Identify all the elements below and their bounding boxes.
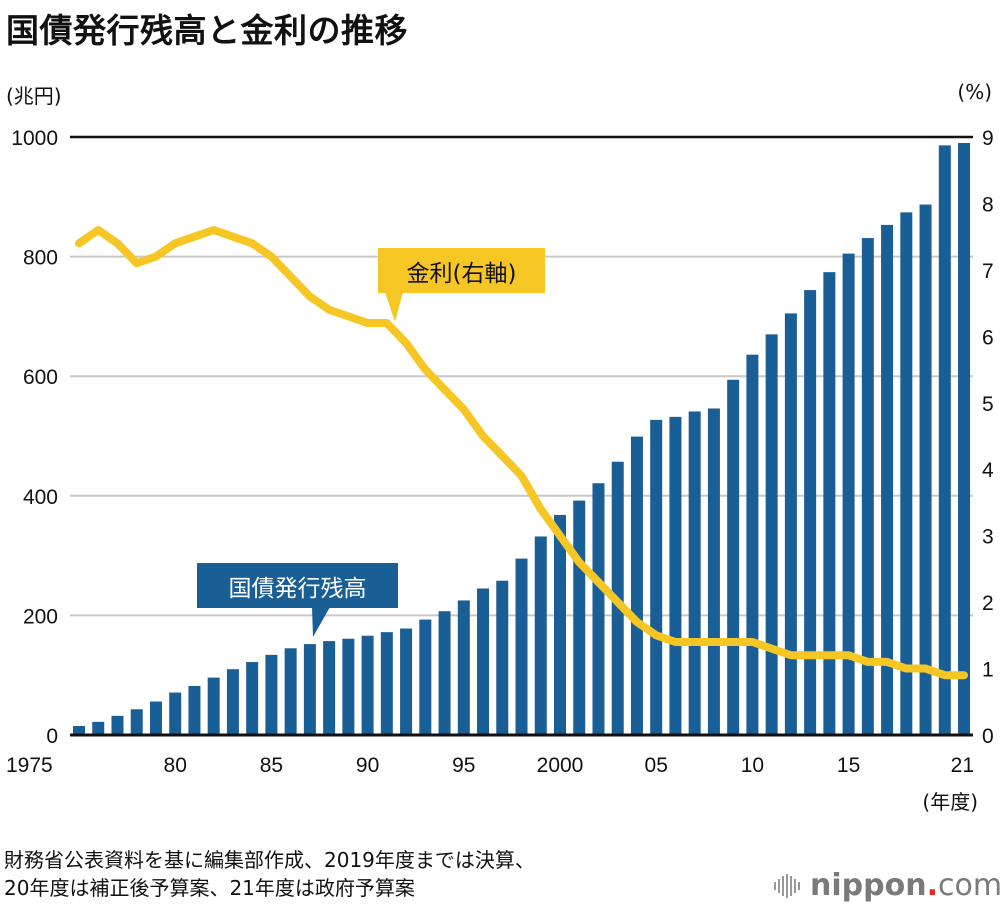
bar-2004 <box>630 436 643 735</box>
bar-1997 <box>496 580 509 735</box>
brand-dot: . <box>926 868 938 903</box>
left-tick-label: 1000 <box>11 127 58 150</box>
bar-2016 <box>861 238 874 735</box>
bar-1993 <box>419 619 432 735</box>
bar-1983 <box>226 669 239 735</box>
bar-1978 <box>130 709 143 735</box>
x-tick-label: 85 <box>260 754 283 777</box>
bar-2012 <box>784 313 797 735</box>
x-tick-label: 80 <box>164 754 187 777</box>
bar-2006 <box>669 416 682 735</box>
brand-tld: com <box>937 868 1000 903</box>
bar-1991 <box>380 632 393 735</box>
bar-2009 <box>727 379 740 735</box>
bar-1982 <box>207 677 220 735</box>
right-y-ticks: 0 1 2 3 4 5 6 7 8 9 <box>982 127 994 748</box>
bar-2018 <box>900 212 913 735</box>
soundwave-icon <box>774 873 800 898</box>
footnote-line-2: 20年度は補正後予算案、21年度は政府予算案 <box>4 876 415 900</box>
bar-1996 <box>477 588 490 735</box>
bar-1981 <box>188 685 201 735</box>
left-tick-label: 400 <box>23 486 58 509</box>
bar-series <box>73 142 971 736</box>
x-axis-unit: (年度) <box>922 790 978 814</box>
bar-1998 <box>515 558 528 735</box>
x-tick-label: 05 <box>645 754 668 777</box>
bar-1994 <box>438 611 451 735</box>
bar-2007 <box>688 411 701 735</box>
bar-1988 <box>323 641 336 735</box>
bar-2020 <box>938 145 951 735</box>
bar-2017 <box>881 224 894 735</box>
right-tick-label: 8 <box>982 193 994 216</box>
bar-2013 <box>804 290 817 735</box>
x-ticks: 1975 80 85 90 95 2000 05 10 15 21 <box>6 754 974 777</box>
brand-name: nippon <box>810 868 927 903</box>
bar-2001 <box>573 500 586 735</box>
bar-1976 <box>92 721 105 735</box>
bar-1980 <box>169 692 182 735</box>
right-tick-label: 1 <box>982 659 994 682</box>
callout-debt-pointer <box>312 607 330 637</box>
right-tick-label: 2 <box>982 592 994 615</box>
bar-2010 <box>746 354 759 735</box>
bar-2005 <box>650 419 663 735</box>
right-tick-label: 5 <box>982 393 994 416</box>
footnote-line-1: 財務省公表資料を基に編集部作成、2019年度までは決算、 <box>4 848 535 872</box>
source-footnote: 財務省公表資料を基に編集部作成、2019年度までは決算、 20年度は補正後予算案… <box>4 846 724 902</box>
x-tick-label: 10 <box>741 754 764 777</box>
bar-1992 <box>400 628 413 735</box>
bar-1979 <box>149 701 162 735</box>
callout-interest-rate: 金利(右軸) <box>378 248 545 293</box>
rate-line-series <box>75 226 969 680</box>
right-tick-label: 0 <box>982 725 994 748</box>
right-tick-label: 9 <box>982 127 994 150</box>
bar-2021 <box>958 142 971 736</box>
x-tick-label: 95 <box>452 754 475 777</box>
right-axis-unit: (%) <box>957 80 992 104</box>
chart-title: 国債発行残高と金利の推移 <box>6 11 408 50</box>
bar-2014 <box>823 272 836 735</box>
x-tick-label: 2000 <box>537 754 584 777</box>
axes <box>70 135 973 737</box>
bar-1999 <box>534 536 547 735</box>
bar-1975 <box>73 726 85 735</box>
bar-1977 <box>111 715 124 735</box>
bar-2011 <box>765 334 778 735</box>
bar-1984 <box>246 662 259 735</box>
bar-1989 <box>342 638 355 735</box>
bar-1990 <box>361 635 374 735</box>
bar-2002 <box>592 483 605 735</box>
bar-2015 <box>842 253 855 736</box>
bar-2019 <box>919 204 932 736</box>
callout-rate-pointer <box>385 292 403 322</box>
bar-1995 <box>457 600 470 735</box>
x-tick-label: 1975 <box>6 754 53 777</box>
bar-1986 <box>284 648 297 735</box>
brand-logo: nippon. com <box>774 868 1000 903</box>
left-tick-label: 0 <box>46 725 58 748</box>
bar-1987 <box>303 644 316 735</box>
left-tick-label: 600 <box>23 366 58 389</box>
bar-2008 <box>707 408 720 735</box>
callout-debt-balance: 国債発行残高 <box>197 563 398 608</box>
bar-1985 <box>265 654 278 735</box>
right-tick-label: 6 <box>982 326 994 349</box>
left-tick-label: 200 <box>23 605 58 628</box>
left-y-ticks: 0 200 400 600 800 1000 <box>11 127 58 748</box>
x-tick-label: 21 <box>951 754 974 777</box>
right-tick-label: 3 <box>982 526 994 549</box>
x-tick-label: 90 <box>356 754 379 777</box>
bar-2000 <box>554 514 566 735</box>
right-tick-label: 4 <box>982 459 994 482</box>
left-tick-label: 800 <box>23 247 58 270</box>
left-axis-unit: (兆円) <box>6 84 62 108</box>
x-tick-label: 15 <box>837 754 860 777</box>
right-tick-label: 7 <box>982 260 994 283</box>
